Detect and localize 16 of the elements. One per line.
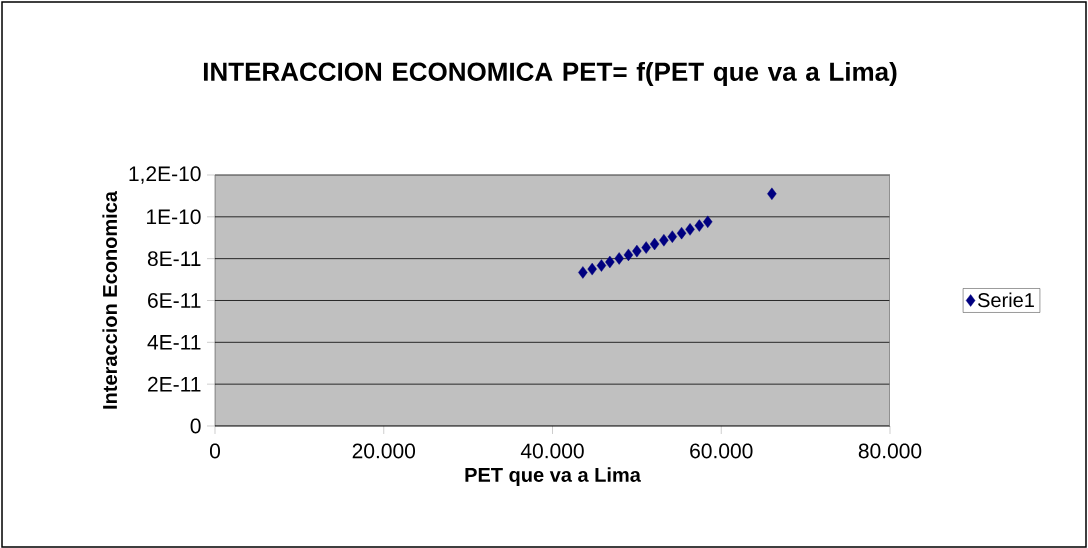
y-tick-label: 8E-11 xyxy=(147,251,201,267)
x-axis-title: PET que va a Lima xyxy=(465,467,641,486)
y-tick-label: 2E-11 xyxy=(148,376,201,392)
y-tick-label: 1,2E-10 xyxy=(129,166,201,184)
chart-title: INTERACCION ECONOMICA PET= f(PET que va a Lima) xyxy=(203,61,897,87)
x-tick-label: 40.000 xyxy=(520,443,584,459)
y-axis-title: Interaccion Economica xyxy=(102,190,118,409)
x-tick-label: 20.000 xyxy=(352,443,416,459)
x-tick-label: 0 xyxy=(209,443,221,459)
x-tick-label: 60.000 xyxy=(690,443,753,459)
legend-label: Serie1 xyxy=(978,292,1034,308)
x-tick-label: 80.000 xyxy=(858,443,922,459)
y-tick-label: 0 xyxy=(190,418,201,434)
y-tick-label: 6E-11 xyxy=(148,293,201,308)
y-tick-label: 4E-11 xyxy=(147,335,201,350)
y-tick-label: 1E-10 xyxy=(147,209,201,225)
